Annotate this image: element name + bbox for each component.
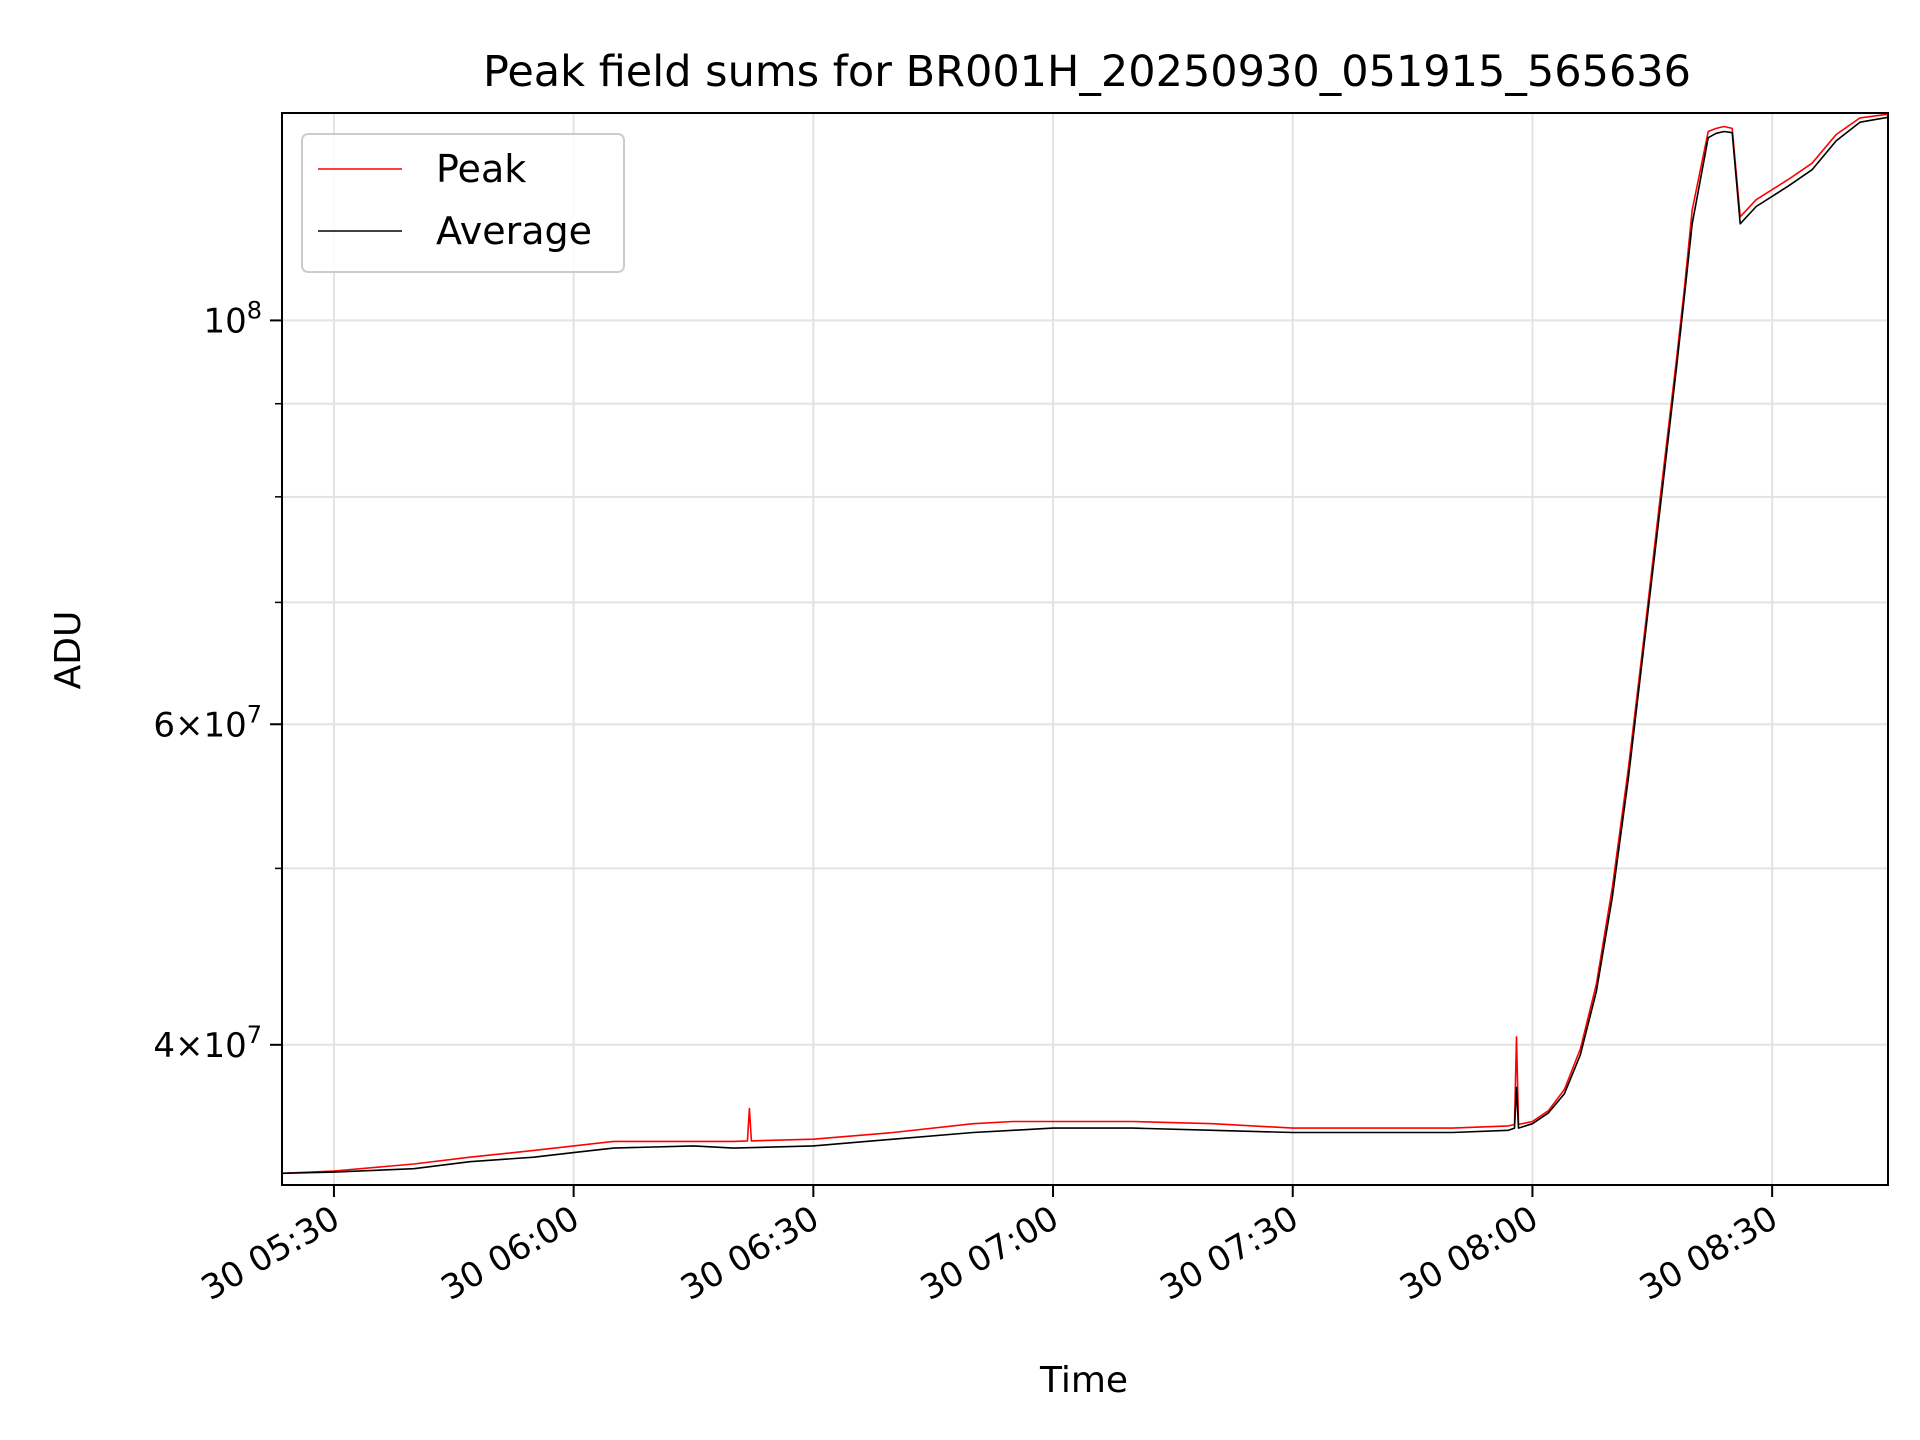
series-line-peak <box>281 113 1889 1175</box>
x-tick-label: 30 08:00 <box>1393 1198 1545 1309</box>
grid-lines <box>282 113 1888 1185</box>
y-tick-exponent: 7 <box>247 700 262 728</box>
x-tick-label: 30 05:30 <box>195 1198 347 1309</box>
plot-area <box>281 113 1889 1175</box>
legend-label-average: Average <box>436 209 592 253</box>
y-tick-exponent: 8 <box>247 296 262 324</box>
x-tick-label: 30 06:30 <box>674 1198 826 1309</box>
y-tick-exponent: 7 <box>247 1021 262 1049</box>
x-tick-label: 30 07:30 <box>1154 1198 1306 1309</box>
y-tick-base: 6×10 <box>153 705 246 745</box>
chart-title: Peak field sums for BR001H_20250930_0519… <box>483 47 1691 97</box>
y-tick-label: 6×107 <box>153 700 262 745</box>
x-tick-label: 30 08:30 <box>1633 1198 1785 1309</box>
series-line-average <box>281 116 1889 1175</box>
legend-label-peak: Peak <box>436 147 526 191</box>
legend: Peak Average <box>301 133 625 273</box>
x-axis-label: Time <box>1039 1360 1128 1401</box>
x-axis-ticks: 30 05:30 30 06:00 30 06:30 30 07:00 30 07:30… <box>195 1185 1785 1309</box>
x-tick-label: 30 07:00 <box>914 1198 1066 1309</box>
y-tick-label: 108 <box>203 296 262 341</box>
y-tick-base: 10 <box>203 301 246 341</box>
plot-frame <box>281 112 1889 1186</box>
y-axis-label: ADU <box>48 611 89 690</box>
y-tick-base: 4×10 <box>153 1026 246 1066</box>
x-tick-label: 30 06:00 <box>434 1198 586 1309</box>
y-tick-label: 4×107 <box>153 1021 262 1066</box>
